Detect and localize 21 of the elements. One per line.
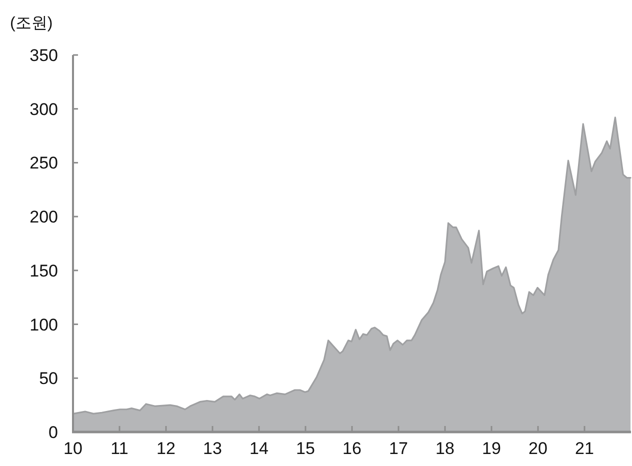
x-tick-label: 14 [250,439,268,458]
y-tick-label: 250 [30,154,58,173]
y-tick-label: 100 [30,315,58,334]
x-tick-label: 16 [342,439,362,458]
x-tick-label: 20 [528,439,548,458]
x-tick-label: 13 [203,439,222,458]
x-tick-label: 18 [436,439,454,458]
x-tick-label: 12 [156,439,176,458]
y-tick-label: 50 [39,369,58,388]
y-tick-label: 150 [30,261,58,280]
x-tick-label: 17 [389,439,408,458]
x-tick-label: 15 [296,439,315,458]
y-tick-label: 350 [30,46,58,65]
y-tick-label: 0 [48,423,58,442]
y-tick-label: 300 [30,100,58,119]
y-tick-label: 200 [30,208,58,227]
y-axis-title: (조원) [10,15,53,32]
x-tick-label: 11 [110,439,128,458]
x-tick-label: 10 [64,439,82,458]
x-tick-label: 21 [575,439,594,458]
x-tick-label: 19 [482,439,501,458]
